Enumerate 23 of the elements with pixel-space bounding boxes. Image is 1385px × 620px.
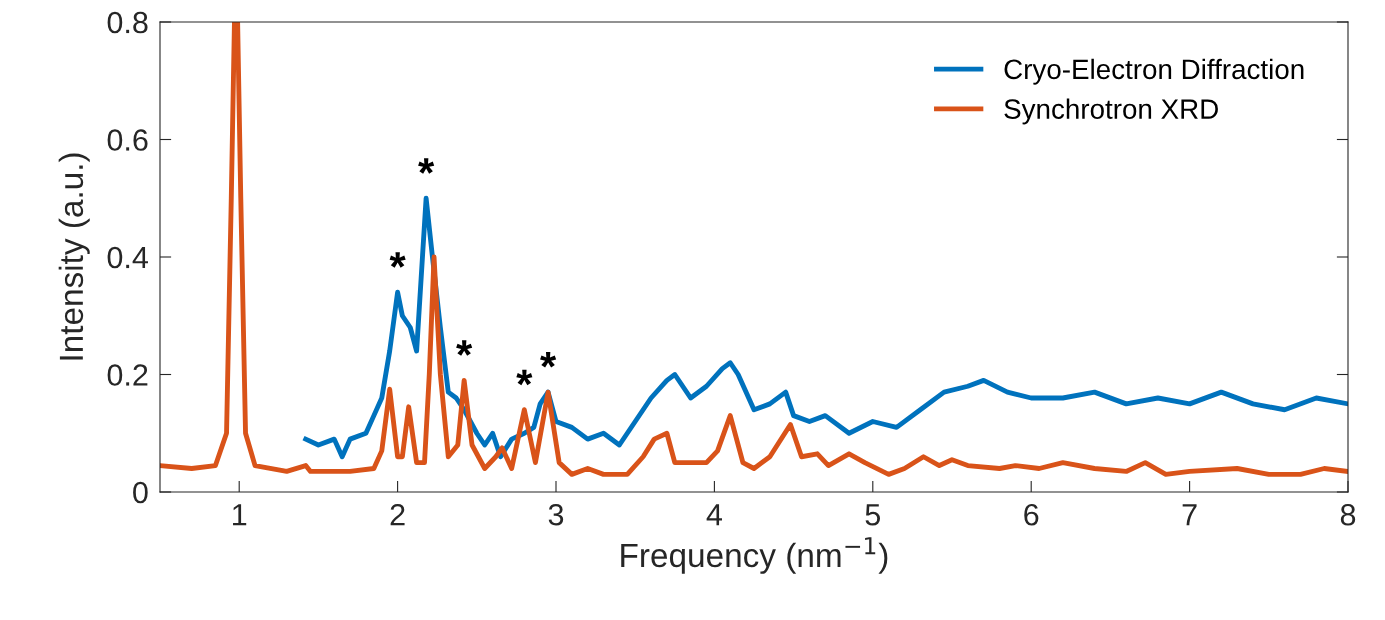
- legend-label: Cryo-Electron Diffraction: [1004, 58, 1304, 85]
- y-axis-title: Intensity (a.u.): [58, 153, 90, 360]
- y-tick-label: 0.2: [107, 364, 148, 386]
- x-tick-label: 5: [865, 504, 881, 526]
- annotation: *: [418, 158, 435, 174]
- y-tick-label: 0.8: [107, 11, 148, 34]
- annotation: *: [456, 340, 473, 356]
- line-series: [303, 195, 1348, 460]
- y-tick-label: 0.6: [107, 129, 148, 151]
- x-tick-label: 2: [390, 503, 405, 526]
- x-tick-label: 8: [1340, 503, 1356, 526]
- x-tick-label: 6: [1024, 503, 1039, 526]
- legend-label: Synchrotron XRD: [1004, 98, 1218, 125]
- y-tick-label: 0.4: [107, 246, 148, 269]
- x-axis-title: Frequency (nm$^{−1}$): [621, 537, 888, 574]
- annotation: *: [516, 369, 533, 386]
- x-tick-label: 3: [548, 503, 564, 526]
- y-tick-label: 0: [133, 481, 148, 504]
- annotation: *: [540, 352, 557, 368]
- annotation: *: [389, 252, 406, 268]
- x-tick-label: 4: [706, 504, 722, 526]
- x-tick-label: 1: [233, 504, 247, 526]
- x-tick-label: 7: [1182, 504, 1197, 526]
